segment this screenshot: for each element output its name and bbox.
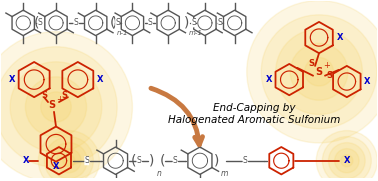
Text: S: S — [84, 156, 89, 165]
Ellipse shape — [38, 131, 99, 181]
Text: n: n — [156, 169, 161, 178]
Text: X: X — [337, 33, 343, 42]
Ellipse shape — [341, 155, 353, 167]
Text: X: X — [96, 75, 103, 84]
Ellipse shape — [247, 1, 378, 143]
Text: X: X — [344, 156, 350, 165]
Ellipse shape — [0, 32, 132, 181]
Text: m-1: m-1 — [189, 30, 203, 36]
Text: End-Capping by
Halogenated Aromatic Sulfonium: End-Capping by Halogenated Aromatic Sulf… — [168, 103, 341, 125]
Text: X: X — [9, 75, 15, 84]
Text: S: S — [148, 18, 153, 27]
Text: S: S — [115, 18, 120, 27]
Text: S: S — [41, 91, 47, 100]
Text: S: S — [191, 18, 196, 27]
Text: S: S — [61, 91, 67, 100]
Ellipse shape — [51, 143, 87, 179]
Text: ): ) — [112, 16, 117, 30]
Ellipse shape — [322, 137, 371, 181]
Text: +: + — [324, 61, 330, 70]
Text: S: S — [308, 59, 314, 68]
Text: ): ) — [184, 16, 189, 30]
Ellipse shape — [290, 43, 348, 100]
Text: S: S — [217, 18, 222, 27]
Text: S: S — [173, 156, 178, 165]
Ellipse shape — [57, 149, 81, 173]
Ellipse shape — [25, 77, 87, 137]
Ellipse shape — [0, 47, 117, 167]
Text: S: S — [316, 67, 322, 77]
FancyArrowPatch shape — [151, 88, 203, 145]
Text: S: S — [48, 100, 56, 110]
Ellipse shape — [328, 143, 365, 179]
Text: (: ( — [110, 16, 116, 30]
Text: X: X — [23, 156, 29, 165]
Text: S: S — [37, 18, 42, 27]
Text: m: m — [221, 169, 228, 178]
Text: X: X — [363, 77, 370, 86]
Ellipse shape — [41, 92, 71, 122]
Ellipse shape — [335, 149, 359, 173]
Ellipse shape — [276, 29, 363, 114]
Text: S: S — [243, 156, 248, 165]
Ellipse shape — [316, 131, 377, 181]
Text: +: + — [57, 95, 64, 104]
Text: n-1: n-1 — [116, 30, 128, 36]
Text: S: S — [136, 156, 141, 165]
Text: (: ( — [130, 154, 136, 168]
Text: ): ) — [214, 154, 219, 168]
Text: (: ( — [34, 16, 39, 30]
Text: (: ( — [160, 154, 166, 168]
Text: S: S — [73, 18, 78, 27]
Text: ): ) — [149, 154, 155, 168]
Text: X: X — [266, 75, 273, 84]
Ellipse shape — [261, 15, 377, 129]
Text: S: S — [326, 71, 332, 80]
Ellipse shape — [45, 137, 93, 181]
Text: X: X — [53, 162, 59, 171]
Ellipse shape — [10, 62, 102, 152]
Ellipse shape — [305, 58, 333, 86]
Ellipse shape — [63, 155, 75, 167]
